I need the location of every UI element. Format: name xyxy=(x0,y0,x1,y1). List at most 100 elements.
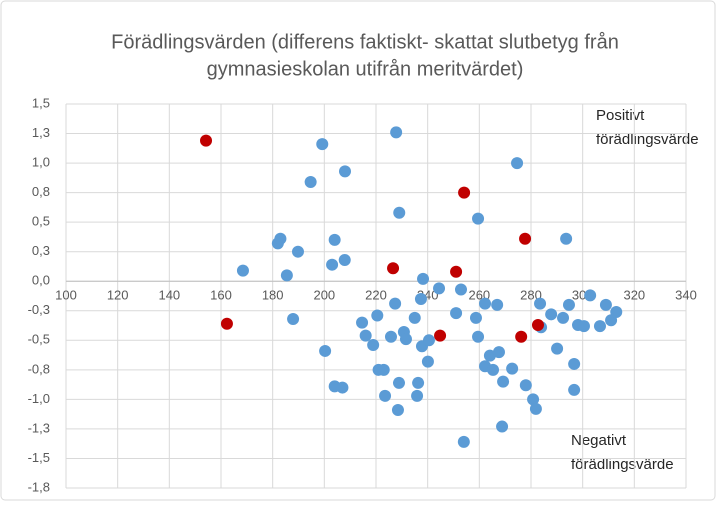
y-tick-label: -1,5 xyxy=(28,450,50,465)
scatter-point xyxy=(338,253,351,266)
scatter-point xyxy=(610,305,623,318)
scatter-point xyxy=(220,317,233,330)
scatter-point xyxy=(450,307,463,320)
scatter-point xyxy=(457,435,470,448)
x-tick-label: 220 xyxy=(365,288,387,303)
scatter-point xyxy=(367,339,380,352)
scatter-point xyxy=(519,232,532,245)
scatter-point xyxy=(236,264,249,277)
scatter-point xyxy=(389,297,402,310)
scatter-point xyxy=(483,349,496,362)
y-tick-label: 1,0 xyxy=(32,155,50,170)
y-tick-label: -1,0 xyxy=(28,391,50,406)
x-tick-label: 140 xyxy=(158,288,180,303)
x-tick-label: 100 xyxy=(55,288,77,303)
scatter-point xyxy=(557,311,570,324)
scatter-point xyxy=(393,206,406,219)
scatter-point xyxy=(472,212,485,225)
scatter-point xyxy=(545,308,558,321)
scatter-point xyxy=(421,355,434,368)
scatter-point xyxy=(377,363,390,376)
scatter-point xyxy=(560,232,573,245)
scatter-point xyxy=(527,393,540,406)
scatter-point xyxy=(417,272,430,285)
scatter-point xyxy=(479,297,492,310)
x-tick-label: 120 xyxy=(107,288,129,303)
scatter-point xyxy=(408,311,421,324)
scatter-point xyxy=(412,376,425,389)
scatter-point xyxy=(371,309,384,322)
scatter-point xyxy=(469,311,482,324)
scatter-point xyxy=(291,245,304,258)
scatter-point xyxy=(387,262,400,275)
scatter-point xyxy=(411,389,424,402)
scatter-point xyxy=(391,404,404,417)
scatter-point xyxy=(534,297,547,310)
scatter-point xyxy=(562,298,575,311)
scatter-point xyxy=(328,233,341,246)
scatter-point xyxy=(496,420,509,433)
scatter-point xyxy=(531,318,544,331)
scatter-point xyxy=(487,363,500,376)
scatter-point xyxy=(511,157,524,170)
y-tick-label: -1,8 xyxy=(28,479,50,494)
x-tick-label: 200 xyxy=(313,288,335,303)
y-tick-label: 1,3 xyxy=(32,125,50,140)
scatter-point xyxy=(390,126,403,139)
scatter-point xyxy=(515,330,528,343)
scatter-point xyxy=(599,298,612,311)
x-tick-label: 340 xyxy=(675,288,697,303)
scatter-point xyxy=(458,186,471,199)
annotation: Negativt xyxy=(571,432,627,449)
y-tick-label: -0,3 xyxy=(28,302,50,317)
scatter-point xyxy=(506,362,519,375)
y-tick-label: 0,8 xyxy=(32,184,50,199)
scatter-point xyxy=(454,283,467,296)
x-tick-label: 320 xyxy=(623,288,645,303)
scatter-point xyxy=(280,269,293,282)
scatter-point xyxy=(414,292,427,305)
scatter-point xyxy=(593,320,606,333)
scatter-point xyxy=(551,342,564,355)
scatter-point xyxy=(392,376,405,389)
scatter-point xyxy=(336,381,349,394)
y-tick-label: -0,8 xyxy=(28,361,50,376)
x-tick-label: 160 xyxy=(210,288,232,303)
scatter-point xyxy=(379,389,392,402)
y-tick-label: 0,3 xyxy=(32,243,50,258)
scatter-point xyxy=(356,316,369,329)
y-tick-label: 0,5 xyxy=(32,214,50,229)
scatter-point xyxy=(497,375,510,388)
scatter-point xyxy=(433,282,446,295)
scatter-point xyxy=(384,330,397,343)
annotation: förädlingsvärde xyxy=(596,131,699,148)
scatter-point xyxy=(326,258,339,271)
scatter-point xyxy=(519,379,532,392)
scatter-point xyxy=(472,330,485,343)
chart-title: gymnasieskolan utifrån meritvärdet) xyxy=(207,58,524,80)
scatter-point xyxy=(568,383,581,396)
scatter-point xyxy=(287,313,300,326)
y-tick-label: 0,0 xyxy=(32,273,50,288)
scatter-point xyxy=(200,134,213,147)
scatter-point xyxy=(529,402,542,415)
scatter-point xyxy=(491,298,504,311)
scatter-point xyxy=(319,344,332,357)
scatter-point xyxy=(422,334,435,347)
y-tick-label: 1,5 xyxy=(32,95,50,110)
scatter-point xyxy=(492,346,505,359)
scatter-point xyxy=(584,289,597,302)
y-tick-label: -0,5 xyxy=(28,332,50,347)
annotation: förädlingsvärde xyxy=(571,456,674,473)
scatter-point xyxy=(434,329,447,342)
scatter-point xyxy=(399,333,412,346)
scatter-point xyxy=(577,320,590,333)
scatter-point xyxy=(359,329,372,342)
x-tick-label: 180 xyxy=(262,288,284,303)
scatter-point xyxy=(568,357,581,370)
scatter-point xyxy=(316,138,329,151)
chart-title: Förädlingsvärden (differens faktiskt- sk… xyxy=(111,31,619,53)
scatter-point xyxy=(450,265,463,278)
